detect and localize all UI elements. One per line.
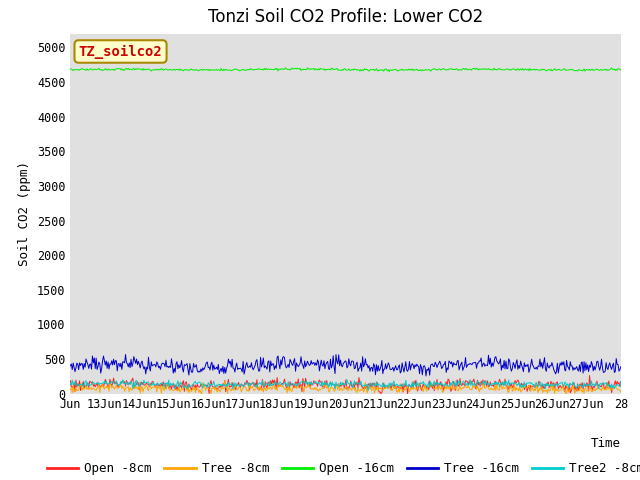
Tree -8cm [392, 384, 399, 389]
Open -8cm [482, 379, 490, 385]
Open -8cm [435, 382, 443, 388]
Tree -16cm [422, 373, 430, 379]
Line: Open -8cm: Open -8cm [70, 375, 621, 394]
Tree -16cm [436, 358, 444, 364]
Open -8cm [164, 381, 172, 386]
Tree -16cm [67, 363, 74, 369]
Tree2 -8cm [119, 377, 127, 383]
Line: Tree -8cm: Tree -8cm [70, 381, 621, 395]
Open -16cm [483, 66, 490, 72]
Open -16cm [67, 66, 74, 72]
Tree -8cm [208, 385, 216, 391]
Line: Tree -16cm: Tree -16cm [70, 355, 621, 376]
Tree -16cm [483, 362, 490, 368]
Tree2 -8cm [165, 377, 173, 383]
Open -8cm [586, 372, 593, 378]
Open -16cm [317, 66, 324, 72]
Open -16cm [164, 67, 172, 73]
Open -8cm [67, 378, 74, 384]
Text: Time: Time [591, 437, 621, 450]
Tree -8cm [164, 382, 172, 388]
Tree -8cm [563, 392, 570, 397]
Tree -8cm [221, 378, 228, 384]
Line: Open -16cm: Open -16cm [70, 68, 621, 72]
Open -16cm [393, 67, 401, 72]
Tree -8cm [67, 386, 74, 392]
Tree -8cm [317, 387, 324, 393]
Title: Tonzi Soil CO2 Profile: Lower CO2: Tonzi Soil CO2 Profile: Lower CO2 [208, 9, 483, 26]
Tree -16cm [392, 363, 399, 369]
Open -8cm [404, 391, 412, 397]
Line: Tree2 -8cm: Tree2 -8cm [70, 380, 621, 391]
Open -16cm [385, 69, 393, 74]
Tree -16cm [317, 362, 324, 368]
Tree2 -8cm [483, 381, 490, 387]
Tree2 -8cm [317, 383, 324, 389]
Tree -8cm [617, 389, 625, 395]
Tree -8cm [482, 385, 490, 391]
Tree2 -8cm [209, 381, 217, 387]
Tree -8cm [435, 382, 443, 388]
Open -8cm [208, 383, 216, 388]
Open -16cm [208, 67, 216, 73]
Tree -16cm [165, 365, 173, 371]
Text: TZ_soilco2: TZ_soilco2 [79, 44, 163, 59]
Legend: Open -8cm, Tree -8cm, Open -16cm, Tree -16cm, Tree2 -8cm: Open -8cm, Tree -8cm, Open -16cm, Tree -… [42, 457, 640, 480]
Tree2 -8cm [393, 382, 401, 387]
Tree2 -8cm [67, 381, 74, 386]
Tree -16cm [122, 352, 129, 358]
Tree2 -8cm [617, 379, 625, 384]
Open -8cm [391, 382, 399, 387]
Y-axis label: Soil CO2 (ppm): Soil CO2 (ppm) [19, 161, 31, 266]
Open -16cm [282, 65, 289, 71]
Tree2 -8cm [436, 380, 444, 386]
Open -16cm [617, 67, 625, 73]
Open -8cm [617, 379, 625, 384]
Open -16cm [436, 66, 444, 72]
Tree2 -8cm [364, 388, 372, 394]
Tree -16cm [617, 364, 625, 370]
Tree -16cm [209, 367, 217, 373]
Open -8cm [316, 377, 323, 383]
